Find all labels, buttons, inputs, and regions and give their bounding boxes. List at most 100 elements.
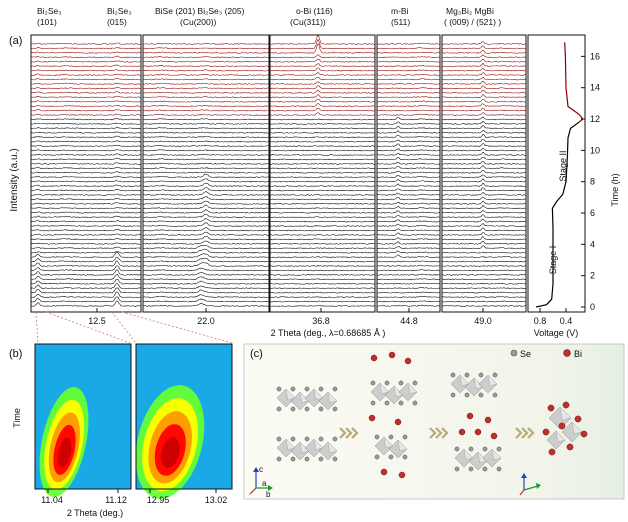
tick-12-5: 12.5 (88, 316, 106, 326)
xrd-pattern (377, 166, 440, 170)
xrd-pattern (143, 280, 269, 285)
xrd-pattern (143, 285, 269, 290)
xrd-pattern (143, 209, 269, 214)
xrd-pattern (442, 99, 526, 103)
se-atom (454, 466, 460, 472)
xrd-pattern (270, 216, 375, 218)
octahedron-face (327, 441, 338, 454)
xrd-pattern (270, 287, 375, 289)
xrd-pattern (31, 153, 141, 156)
time-tick-label: 16 (590, 51, 600, 61)
xrd-pattern (377, 269, 440, 272)
xrd-pattern (270, 102, 375, 107)
xrd-pattern (143, 127, 269, 130)
time-tick-label: 8 (590, 177, 595, 187)
axis-a-label: a (262, 479, 267, 488)
xrd-pattern (442, 218, 526, 223)
se-atom (290, 406, 296, 412)
xrd-pattern (31, 278, 141, 285)
chevron-arrow-icon (345, 427, 353, 439)
xrd-pattern (442, 251, 526, 254)
xrd-pattern (31, 202, 141, 205)
time-ticks: 0 2 4 6 8 10 12 14 16 (581, 51, 600, 312)
xrd-pattern (143, 104, 269, 107)
xrd-pattern (442, 72, 526, 76)
heatmap-left (34, 343, 132, 497)
xrd-pattern (143, 113, 269, 116)
xrd-pattern (270, 112, 375, 116)
xrd-pattern (442, 265, 526, 267)
se-atom (304, 406, 310, 412)
xrd-pattern (270, 81, 375, 85)
bi-atom (474, 428, 482, 436)
xrd-pattern (377, 215, 440, 218)
time-tick-label: 6 (590, 208, 595, 218)
xrd-pattern (31, 55, 141, 59)
xrd-pattern (31, 189, 141, 192)
se-atom (412, 380, 418, 386)
peak-label-mg3bi2-l1: Mg₃Bi₂ MgBi (446, 6, 494, 16)
xrd-pattern (377, 237, 440, 241)
xrd-pattern (442, 161, 526, 165)
xrd-subpanel-2 (143, 42, 269, 307)
xrd-pattern (442, 76, 526, 81)
xrd-pattern (442, 85, 526, 90)
transition-arrows (339, 427, 535, 439)
xrd-pattern (377, 188, 440, 192)
octahedron (388, 439, 408, 459)
xrd-pattern (270, 72, 375, 76)
xrd-pattern (377, 143, 440, 147)
xrd-pattern (31, 296, 141, 303)
octahedron-face (463, 448, 474, 461)
xrd-pattern (31, 131, 141, 134)
xrd-pattern (270, 63, 375, 67)
heatmap-contour (161, 437, 180, 469)
xrd-pattern (31, 78, 141, 81)
xrd-pattern (31, 162, 141, 165)
se-atom (464, 372, 470, 378)
se-atom (276, 456, 282, 462)
xrd-pattern (270, 127, 375, 130)
xrd-pattern (143, 69, 269, 72)
se-atom (398, 400, 404, 406)
xrd-pattern (377, 250, 440, 254)
tick-11-04: 11.04 (41, 495, 63, 505)
se-atom (496, 466, 502, 472)
panel-c: (c) Se Bi c a b (243, 343, 625, 500)
xrd-pattern (377, 183, 440, 187)
xrd-pattern (31, 157, 141, 161)
peak-label-obi-l2: (Cu(311)) (290, 17, 326, 27)
xrd-pattern (270, 296, 375, 298)
xrd-pattern (270, 251, 375, 254)
xrd-pattern (31, 273, 141, 281)
xrd-pattern (143, 82, 269, 85)
xrd-pattern (31, 60, 141, 63)
xrd-pattern (377, 287, 440, 289)
xrd-pattern (270, 207, 375, 210)
xrd-pattern (377, 161, 440, 165)
xrd-pattern (377, 47, 440, 50)
xrd-pattern (442, 269, 526, 272)
xrd-pattern (377, 228, 440, 232)
se-atom (402, 434, 408, 440)
xrd-pattern (143, 109, 269, 112)
chevron-arrow-icon (339, 427, 347, 439)
xrd-pattern (442, 133, 526, 138)
xrd-pattern (442, 151, 526, 156)
xrd-pattern (377, 179, 440, 183)
octahedron (304, 438, 324, 458)
xrd-pattern (377, 170, 440, 174)
xrd-pattern (442, 142, 526, 147)
xrd-pattern (442, 90, 526, 94)
xrd-pattern (270, 273, 375, 276)
xrd-pattern (143, 100, 269, 103)
xrd-pattern (270, 145, 375, 147)
peak-label-mbi-l1: m-Bi (391, 6, 409, 16)
chevron-arrow-icon (441, 427, 449, 439)
se-atom (492, 372, 498, 378)
xrd-pattern (442, 121, 526, 125)
chevron-arrow-icon (435, 427, 443, 439)
xrd-pattern (31, 118, 141, 121)
se-atom (478, 372, 484, 378)
octahedron-face (313, 438, 324, 451)
